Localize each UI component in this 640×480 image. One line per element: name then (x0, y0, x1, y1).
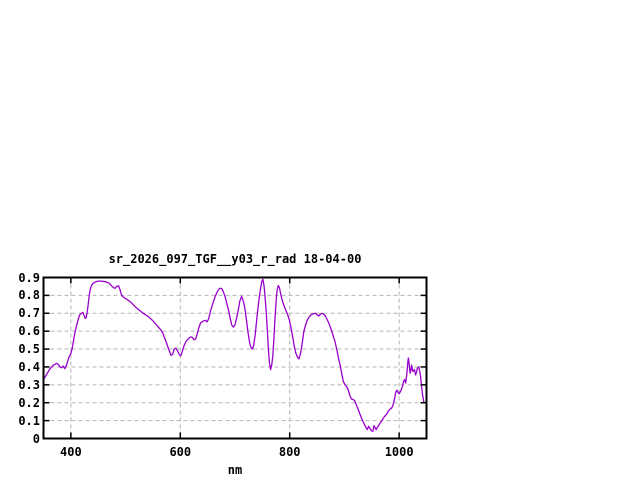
axis-layer (42, 276, 428, 440)
x-tick-label: 800 (278, 445, 301, 459)
spectral-response-curve (42, 278, 425, 432)
y-tick-label: 0.6 (18, 324, 40, 339)
y-tick-label: 0.8 (18, 288, 40, 303)
chart-title: sr_2026_097_TGF__y03_r_rad 18-04-00 (108, 252, 362, 266)
x-tick-label: 1000 (384, 445, 414, 459)
y-tick-label: 0.1 (18, 413, 40, 428)
y-tick-label: 0.2 (18, 395, 40, 410)
y-tick-label: 0.5 (18, 342, 40, 357)
plot-border (42, 276, 428, 440)
x-tick-label: 400 (60, 445, 82, 459)
curve-layer (42, 278, 425, 432)
x-tick-label: 600 (169, 445, 192, 459)
y-tick-label: 0.3 (18, 377, 40, 392)
y-tick-label: 0 (32, 431, 40, 446)
y-tick-label: 0.9 (18, 270, 40, 285)
y-tick-label: 0.4 (18, 359, 40, 374)
x-axis-title: nm (227, 463, 243, 477)
y-tick-label: 0.7 (18, 306, 40, 321)
grid-layer (43, 277, 427, 439)
